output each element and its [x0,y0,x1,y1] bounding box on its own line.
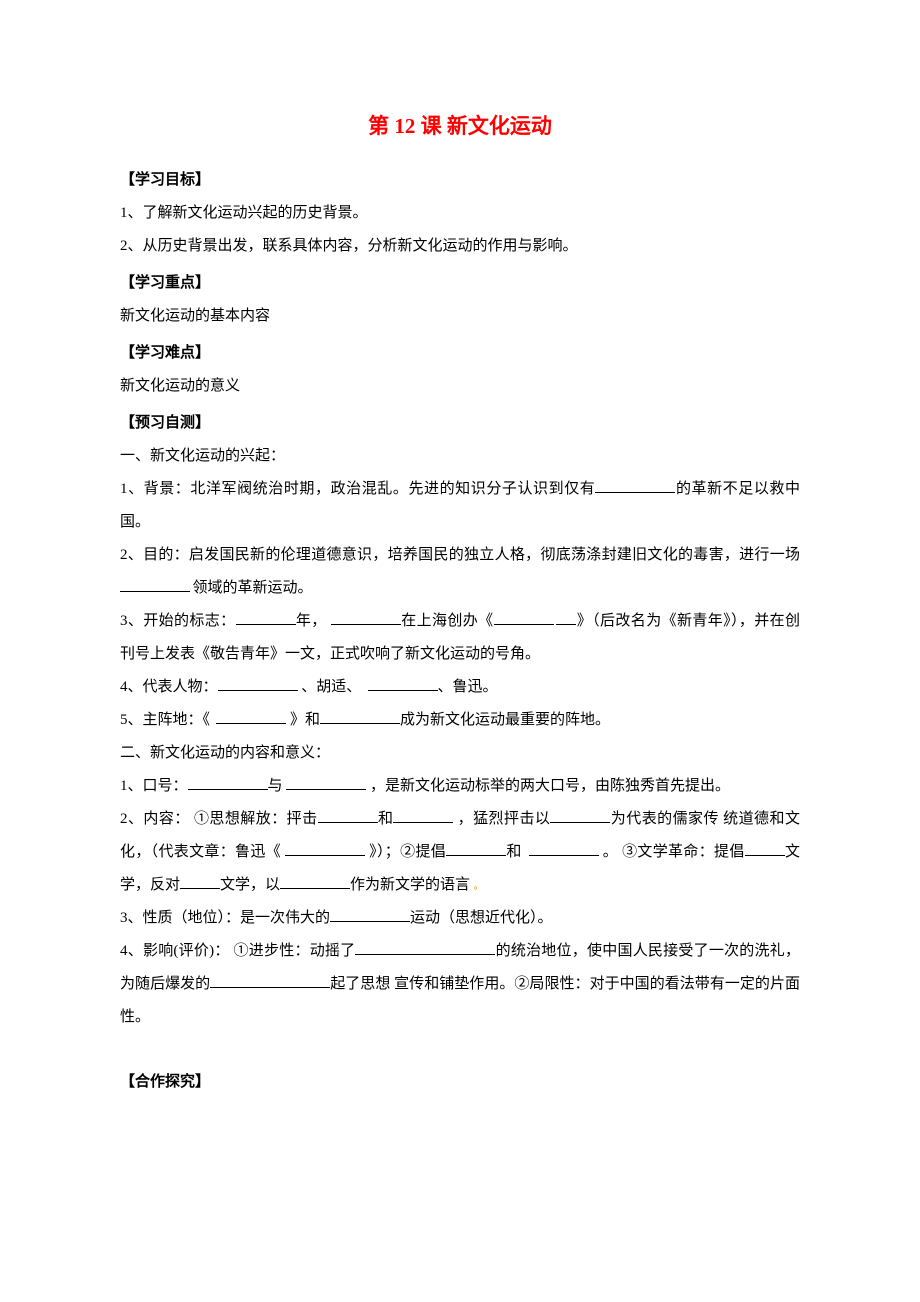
text-fragment: ，猛烈抨击以 [453,811,550,827]
text-fragment: 与 [268,778,287,794]
section2-p4: 4、影响(评价)： ①进步性：动摇了的统治地位，使中国人民接受了一次的洗礼，为随… [120,935,800,1034]
section2-heading: 二、新文化运动的内容和意义： [120,737,800,770]
text-fragment: 和 [378,811,394,827]
section1-p1: 1、背景：北洋军阀统治时期，政治混乱。先进的知识分子认识到仅有的革新不足以救中国… [120,473,800,539]
fill-blank [180,873,220,889]
text-fragment: 、胡适、 [298,679,366,695]
text-fragment: 成为新文化运动最重要的阵地。 [400,712,610,728]
header-objectives: 【学习目标】 [120,164,800,197]
fill-blank [494,609,554,625]
header-selftest: 【预习自测】 [120,407,800,440]
section1-p5: 5、主阵地：《 》和 成为新文化运动最重要的阵地。 [120,704,800,737]
focus-text: 新文化运动的基本内容 [120,300,800,333]
section2-p2: 2、内容： ①思想解放：抨击和 ，猛烈抨击以为代表的儒家传 统道德和文化，（代表… [120,803,800,902]
objective-item-1: 1、了解新文化运动兴起的历史背景。 [120,197,800,230]
text-fragment: 2、内容： ①思想解放：抨击 [120,811,318,827]
text-fragment: 在上海创办《 [401,613,494,629]
difficulty-text: 新文化运动的意义 [120,370,800,403]
fill-blank [218,675,298,691]
lesson-title: 第 12 课 新文化运动 [120,110,800,140]
header-focus: 【学习重点】 [120,267,800,300]
text-fragment: 、鲁迅。 [438,679,498,695]
text-fragment: 文学，以 [220,877,280,893]
section1-p2: 2、目的：启发国民新的伦理道德意识，培养国民的独立人格，彻底荡涤封建旧文化的毒害… [120,539,800,605]
text-fragment: 4、代表人物： [120,679,218,695]
fill-blank [285,840,365,856]
fill-blank [210,972,330,988]
text-fragment: 3、性质（地位）：是一次伟大的 [120,910,330,926]
document-page: 第 12 课 新文化运动 【学习目标】 1、了解新文化运动兴起的历史背景。 2、… [0,0,920,1179]
fill-blank [529,840,599,856]
fill-blank [745,840,785,856]
fill-blank [286,774,366,790]
section1-heading: 一、新文化运动的兴起： [120,440,800,473]
text-fragment: 作为新文学的语言 [350,877,474,893]
text-fragment: ，是新文化运动标举的两大口号，由陈独秀首先提出。 [366,778,730,794]
fill-blank [330,906,410,922]
fill-blank [320,708,400,724]
header-difficulty: 【学习难点】 [120,337,800,370]
fill-blank [368,675,438,691]
text-fragment: 4、影响(评价)： ①进步性：动摇了 [120,943,355,959]
fill-blank [280,873,350,889]
text-fragment: 1、口号： [120,778,188,794]
fill-blank [446,840,506,856]
section2-p3: 3、性质（地位）：是一次伟大的 运动（思想近代化）。 [120,902,800,935]
fill-blank [331,609,401,625]
text-fragment: 领域的革新运动。 [193,580,313,596]
text-fragment: 》）；②提倡 [365,844,446,860]
text-fragment: 5、主阵地：《 [120,712,214,728]
header-inquiry: 【合作探究】 [120,1066,800,1099]
fill-blank [216,708,286,724]
section2-p1: 1、口号： 与 ，是新文化运动标举的两大口号，由陈独秀首先提出。 [120,770,800,803]
blank-line [120,1034,800,1062]
text-fragment: 1、背景：北洋军阀统治时期，政治混乱。先进的知识分子认识到仅有 [120,481,595,497]
text-fragment: 和 [506,844,526,860]
fill-blank [188,774,268,790]
accent-dot-icon: 。 [474,881,484,892]
section1-p4: 4、代表人物： 、胡适、 、鲁迅。 [120,671,800,704]
fill-blank [595,477,675,493]
text-fragment: 2、目的：启发国民新的伦理道德意识，培养国民的独立人格，彻底荡涤封建旧文化的毒害… [120,547,800,563]
objective-item-2: 2、从历史背景出发，联系具体内容，分析新文化运动的作用与影响。 [120,230,800,263]
text-fragment: 。 ③文学革命：提倡 [599,844,745,860]
fill-blank [120,576,190,592]
text-fragment: 运动（思想近代化）。 [410,910,553,926]
section1-p3: 3、开始的标志：年， 在上海创办《 》（后改名为《新青年》），并在创刊号上发表《… [120,605,800,671]
text-fragment: 》和 [286,712,320,728]
text-fragment: 年， [296,613,327,629]
fill-blank [556,609,576,625]
fill-blank [236,609,296,625]
fill-blank [550,807,610,823]
fill-blank [355,939,495,955]
fill-blank [318,807,378,823]
text-fragment: 3、开始的标志： [120,613,236,629]
fill-blank [393,807,453,823]
